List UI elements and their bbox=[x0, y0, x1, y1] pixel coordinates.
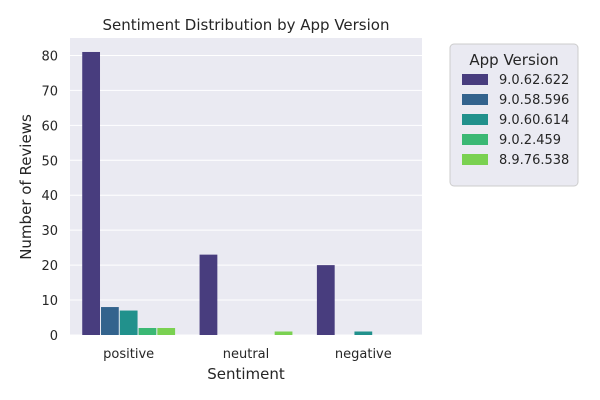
bar bbox=[119, 310, 138, 335]
bar bbox=[82, 51, 101, 335]
bar bbox=[274, 331, 293, 335]
legend-swatch bbox=[462, 114, 488, 125]
y-tick-label: 60 bbox=[41, 119, 58, 134]
legend-title: App Version bbox=[469, 51, 558, 69]
grid-lines bbox=[70, 54, 422, 336]
x-tick-labels: positive neutral negative bbox=[103, 347, 392, 362]
y-tick-label: 0 bbox=[50, 329, 58, 344]
legend-items: 9.0.62.622 9.0.58.596 9.0.60.614 9.0.2.459 8… bbox=[462, 73, 569, 168]
legend-swatch bbox=[462, 94, 488, 105]
y-tick-label: 10 bbox=[41, 294, 58, 309]
legend-label: 9.0.60.614 bbox=[499, 113, 569, 128]
bars bbox=[82, 51, 373, 335]
y-tick-label: 20 bbox=[41, 259, 58, 274]
y-axis-title: Number of Reviews bbox=[17, 114, 35, 260]
y-tick-label: 40 bbox=[41, 189, 58, 204]
x-tick-label: positive bbox=[103, 347, 154, 362]
x-axis-title: Sentiment bbox=[207, 365, 285, 383]
y-tick-label: 30 bbox=[41, 224, 58, 239]
bar bbox=[157, 328, 176, 335]
legend-swatch bbox=[462, 134, 488, 145]
legend-label: 8.9.76.538 bbox=[499, 153, 569, 168]
legend-swatch bbox=[462, 154, 488, 165]
chart-title: Sentiment Distribution by App Version bbox=[103, 16, 390, 34]
bar bbox=[199, 254, 218, 335]
y-tick-labels: 0 10 20 30 40 50 60 70 80 bbox=[41, 49, 58, 344]
bar bbox=[101, 307, 119, 335]
plot-area bbox=[70, 38, 422, 335]
y-tick-label: 80 bbox=[41, 49, 58, 64]
bar bbox=[316, 265, 335, 335]
legend-label: 9.0.2.459 bbox=[499, 133, 561, 148]
x-tick-label: negative bbox=[335, 347, 392, 362]
legend-swatch bbox=[462, 74, 488, 85]
legend-label: 9.0.62.622 bbox=[499, 73, 569, 88]
x-tick-label: neutral bbox=[223, 347, 270, 362]
bar bbox=[138, 328, 157, 335]
legend-label: 9.0.58.596 bbox=[499, 93, 569, 108]
y-tick-label: 50 bbox=[41, 154, 58, 169]
legend: App Version 9.0.62.622 9.0.58.596 9.0.60.6… bbox=[449, 43, 579, 187]
y-tick-label: 70 bbox=[41, 84, 58, 99]
bar bbox=[354, 331, 373, 335]
